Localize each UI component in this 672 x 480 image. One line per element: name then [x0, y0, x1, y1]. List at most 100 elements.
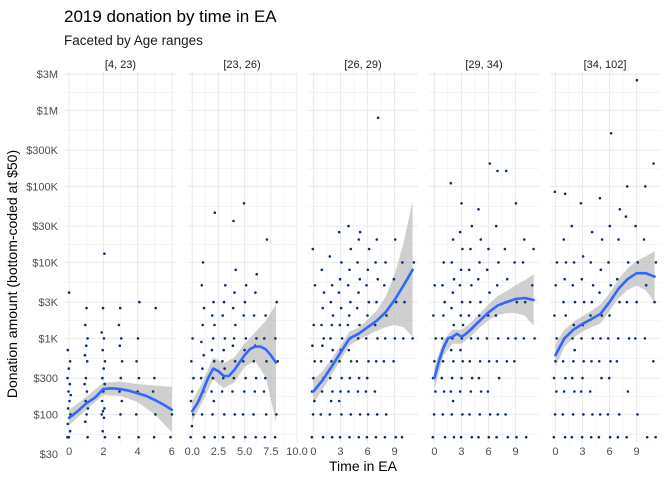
data-point — [263, 337, 266, 340]
data-point — [571, 284, 575, 287]
data-point — [320, 390, 324, 393]
data-point — [364, 337, 368, 340]
data-point — [221, 360, 224, 363]
facet-panel: [29, 34) 0 3 6 9 — [429, 59, 539, 458]
data-point — [461, 323, 465, 327]
data-point — [200, 340, 203, 344]
data-point — [609, 284, 613, 287]
data-point — [645, 435, 649, 439]
data-point — [400, 435, 404, 439]
data-point — [479, 300, 482, 304]
data-point — [328, 413, 332, 416]
y-axis-title: Donation amount (bottom-coded at $50) — [4, 150, 20, 398]
data-point — [600, 376, 603, 380]
data-point — [321, 344, 324, 348]
data-point — [606, 337, 610, 340]
data-point — [459, 435, 463, 439]
facet-strip-label: [4, 23) — [105, 59, 136, 71]
data-point — [564, 314, 567, 317]
data-point — [616, 435, 620, 439]
data-point — [117, 435, 121, 439]
data-point — [458, 390, 462, 393]
data-point — [232, 376, 236, 380]
data-point — [265, 238, 269, 241]
data-point — [244, 337, 248, 340]
data-point — [313, 284, 317, 287]
data-point — [572, 323, 576, 327]
data-point — [579, 390, 583, 393]
data-point — [232, 337, 236, 340]
data-point — [383, 337, 387, 340]
data-point — [67, 291, 71, 294]
data-point — [349, 247, 353, 251]
data-point — [100, 413, 103, 416]
data-point — [367, 247, 371, 251]
data-point — [212, 300, 215, 304]
data-point — [505, 360, 509, 363]
data-point — [103, 407, 106, 410]
data-point — [135, 360, 138, 363]
data-point — [514, 202, 518, 205]
data-point — [101, 376, 104, 380]
data-point — [636, 413, 639, 416]
data-point — [319, 360, 323, 363]
data-point — [244, 376, 247, 380]
data-point — [346, 284, 350, 287]
data-point — [210, 348, 214, 352]
data-point — [555, 337, 558, 340]
data-point — [401, 261, 404, 264]
data-point — [531, 284, 534, 287]
data-point — [312, 323, 316, 327]
data-point — [202, 353, 205, 357]
data-point — [636, 261, 640, 264]
chart-subtitle: Faceted by Age ranges — [64, 33, 203, 48]
data-point — [488, 413, 492, 416]
data-point — [553, 413, 557, 416]
data-point — [634, 337, 637, 340]
data-point — [589, 435, 593, 439]
data-point — [599, 337, 602, 340]
data-point — [452, 277, 456, 281]
data-point — [275, 300, 279, 304]
data-point — [478, 413, 482, 416]
data-point — [450, 306, 453, 310]
data-point — [375, 238, 379, 241]
data-point — [200, 284, 204, 287]
data-point — [495, 360, 499, 363]
data-point — [264, 413, 268, 416]
data-point — [199, 376, 203, 380]
confidence-band — [69, 381, 172, 433]
data-point — [312, 376, 315, 380]
data-point — [338, 277, 342, 281]
data-point — [348, 268, 351, 272]
data-point — [563, 435, 567, 439]
data-point — [460, 202, 463, 205]
data-point — [349, 300, 352, 304]
data-point — [102, 337, 106, 340]
data-point — [572, 360, 575, 363]
x-tick-label: 3 — [337, 446, 343, 458]
data-point — [254, 376, 258, 380]
data-point — [452, 323, 456, 327]
data-point — [253, 390, 257, 393]
data-point — [222, 300, 226, 304]
data-point — [615, 277, 619, 281]
data-point — [151, 390, 155, 393]
data-point — [320, 323, 323, 327]
data-point — [468, 413, 471, 416]
data-point — [190, 360, 193, 363]
data-point — [311, 413, 315, 416]
data-point — [607, 376, 611, 380]
data-point — [117, 323, 121, 327]
data-point — [243, 300, 247, 304]
data-point — [374, 435, 378, 439]
data-point — [555, 390, 558, 393]
data-point — [496, 337, 500, 340]
data-point — [337, 399, 341, 403]
data-point — [582, 413, 585, 416]
data-point — [485, 337, 489, 340]
data-point — [504, 169, 508, 173]
data-point — [434, 390, 437, 393]
confidence-band — [434, 274, 534, 390]
data-point — [154, 306, 157, 310]
